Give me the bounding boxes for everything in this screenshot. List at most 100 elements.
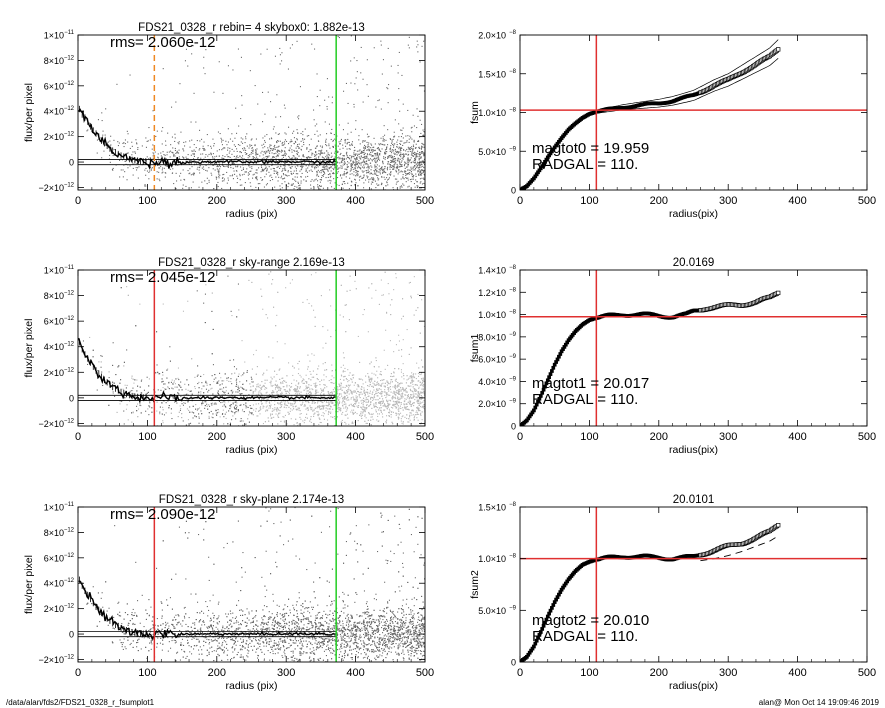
data-point — [368, 166, 370, 168]
data-point — [379, 168, 381, 170]
data-point — [375, 391, 377, 393]
data-point — [225, 386, 227, 388]
data-point — [298, 409, 300, 411]
data-point — [339, 397, 341, 399]
data-point — [397, 146, 399, 148]
data-point — [373, 158, 375, 160]
data-point — [260, 288, 262, 290]
data-point — [101, 371, 103, 373]
data-point — [405, 174, 407, 176]
data-point — [412, 410, 414, 412]
data-point — [183, 141, 185, 143]
data-point — [264, 159, 266, 161]
data-point — [398, 160, 400, 162]
data-point — [423, 146, 425, 148]
data-point — [364, 399, 366, 401]
data-point — [203, 148, 205, 150]
data-point — [414, 186, 416, 188]
data-point — [377, 413, 379, 415]
data-point — [360, 155, 362, 157]
data-point — [284, 107, 286, 109]
data-point — [148, 127, 150, 129]
data-point — [278, 176, 280, 178]
data-point — [390, 159, 392, 161]
data-point — [264, 164, 266, 166]
data-point — [322, 412, 324, 414]
data-point — [380, 44, 382, 46]
data-point — [421, 372, 423, 374]
data-point — [416, 163, 418, 165]
data-point — [391, 155, 393, 157]
data-point — [399, 405, 401, 407]
data-point — [198, 186, 200, 188]
data-point — [402, 156, 404, 158]
data-point — [347, 182, 349, 184]
data-point — [343, 157, 345, 159]
data-point — [277, 414, 279, 416]
data-point — [291, 151, 293, 153]
data-point — [409, 147, 411, 149]
plot-area — [78, 35, 425, 190]
data-point — [310, 384, 312, 386]
data-point — [185, 141, 187, 143]
data-point — [278, 160, 280, 162]
x-tick-label: 100 — [580, 195, 598, 207]
data-point — [361, 177, 363, 179]
data-point — [386, 415, 388, 417]
data-point — [210, 154, 212, 156]
data-point — [255, 150, 257, 152]
data-point — [308, 302, 310, 304]
data-point — [329, 179, 331, 181]
data-point — [415, 156, 417, 158]
data-point — [384, 149, 386, 151]
data-point — [369, 413, 371, 415]
data-point — [422, 171, 424, 173]
data-point — [419, 153, 421, 155]
data-point — [289, 166, 291, 168]
data-point — [406, 406, 408, 408]
data-point — [408, 282, 410, 284]
data-point — [411, 173, 413, 175]
data-point — [250, 152, 252, 154]
data-point — [350, 411, 352, 413]
data-point — [113, 149, 115, 151]
data-point — [346, 165, 348, 167]
data-point — [383, 139, 385, 141]
data-point — [415, 373, 417, 375]
data-point — [408, 47, 410, 49]
data-point — [380, 393, 382, 395]
data-point — [260, 388, 262, 390]
data-point — [392, 187, 394, 189]
data-point — [215, 377, 217, 379]
data-point — [204, 156, 206, 158]
data-point — [299, 147, 301, 149]
data-point — [408, 153, 410, 155]
data-point — [356, 156, 358, 158]
data-point — [217, 382, 219, 384]
data-point — [383, 405, 385, 407]
data-point — [341, 167, 343, 169]
data-point — [295, 157, 297, 159]
data-point — [284, 165, 286, 167]
data-point — [302, 163, 304, 165]
data-point — [411, 381, 413, 383]
data-point — [315, 167, 317, 169]
data-point — [400, 185, 402, 187]
data-point — [373, 170, 375, 172]
data-point — [378, 143, 380, 145]
data-point — [302, 155, 304, 157]
data-point — [308, 135, 310, 137]
data-point — [262, 147, 264, 149]
data-point — [256, 148, 258, 150]
data-point — [389, 394, 391, 396]
data-point — [123, 423, 125, 425]
data-point — [171, 418, 173, 420]
data-point — [330, 138, 332, 140]
data-point — [337, 151, 339, 153]
data-point — [157, 157, 159, 159]
data-point — [345, 158, 347, 160]
data-point — [255, 153, 257, 155]
data-point — [292, 155, 294, 157]
data-point — [252, 147, 254, 149]
data-point — [365, 156, 367, 158]
